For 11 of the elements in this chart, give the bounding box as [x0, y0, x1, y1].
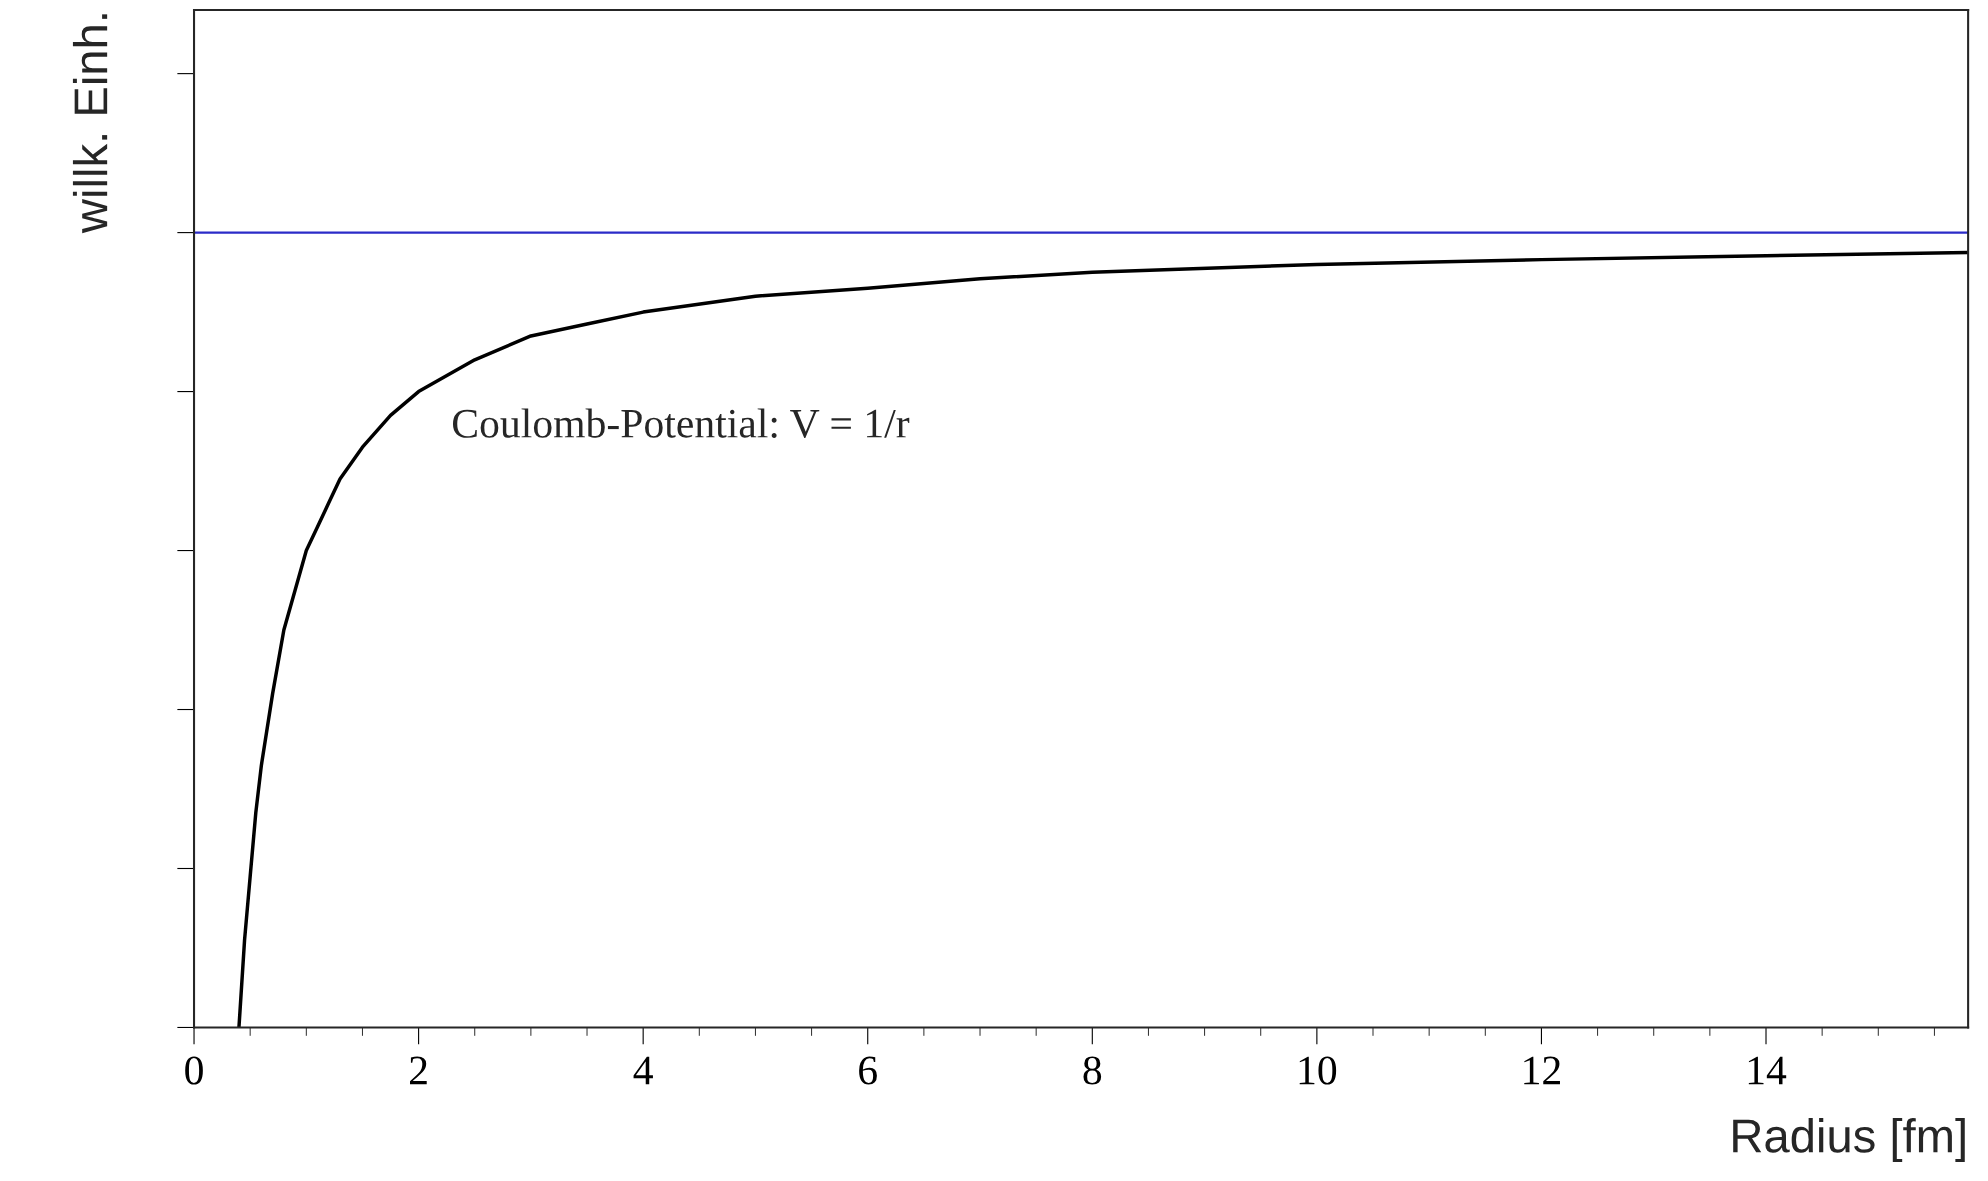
x-tick-label: 4 [633, 1056, 653, 1085]
x-axis-title: Radius [fm] [1733, 1118, 1965, 1163]
x-tick-label: 14 [1748, 1056, 1787, 1085]
x-tick-label: 2 [410, 1056, 427, 1085]
x-tick-label: 12 [1524, 1056, 1560, 1085]
y-axis-title: willk. Einh. [72, 14, 108, 234]
annotation: Coulomb-Potential: V = 1/r [452, 408, 910, 438]
x-tick-label: 10 [1299, 1056, 1337, 1085]
x-tick-label: 8 [1083, 1056, 1102, 1085]
x-tick-label: 6 [859, 1056, 877, 1085]
x-tick-label: 0 [185, 1056, 203, 1085]
